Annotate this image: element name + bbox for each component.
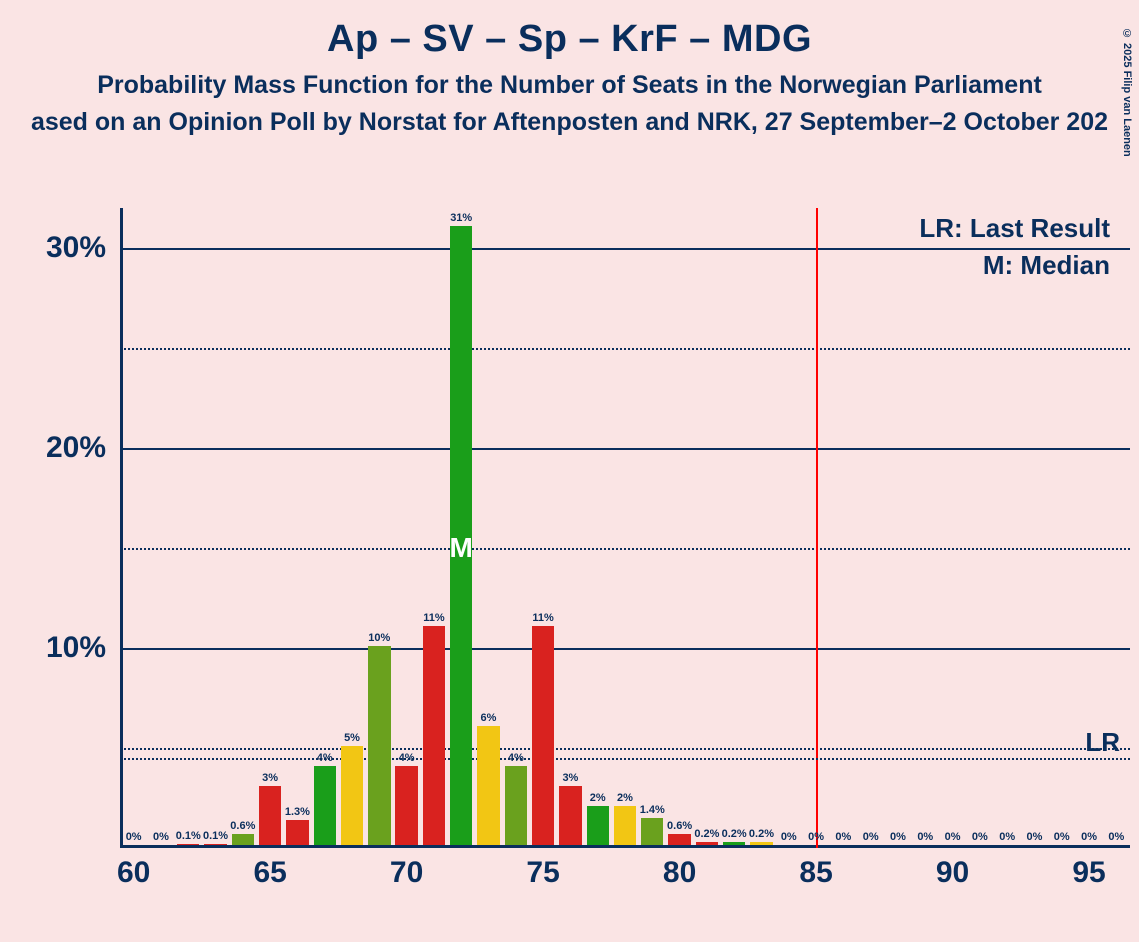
gridline-major — [120, 248, 1130, 250]
bar-label: 0% — [781, 831, 797, 843]
bar-label: 31% — [450, 212, 472, 224]
chart-subtitle-1: Probability Mass Function for the Number… — [0, 71, 1139, 100]
bar: 3% — [259, 786, 281, 845]
x-axis — [120, 845, 1130, 848]
bar-label: 4% — [508, 752, 524, 764]
y-tick-label: 10% — [46, 631, 106, 665]
y-tick-label: 20% — [46, 431, 106, 465]
last-result-side-label: LR — [1085, 727, 1120, 758]
bar-label: 0% — [126, 831, 142, 843]
x-tick-label: 65 — [253, 856, 286, 890]
gridline-minor — [120, 348, 1130, 350]
median-marker: M — [450, 532, 473, 564]
x-tick-label: 85 — [799, 856, 832, 890]
bar: 0.6% — [668, 834, 690, 845]
bar: 0.2% — [723, 842, 745, 845]
pmf-chart: LR: Last Result M: Median 10%20%30%60657… — [120, 208, 1130, 848]
bar: 4% — [395, 766, 417, 845]
bar-label: 0.2% — [749, 828, 774, 840]
bar-label: 1.3% — [285, 806, 310, 818]
bar-label: 0% — [1108, 831, 1124, 843]
bar: 0.2% — [750, 842, 772, 845]
bar-label: 0% — [972, 831, 988, 843]
bar: 0.2% — [696, 842, 718, 845]
bar: 1.4% — [641, 818, 663, 845]
x-tick-label: 60 — [117, 856, 150, 890]
bar-label: 3% — [562, 772, 578, 784]
bar-label: 6% — [481, 712, 497, 724]
bar-label: 0.6% — [667, 820, 692, 832]
bar: 0.1% — [177, 844, 199, 845]
bar-label: 0.2% — [694, 828, 719, 840]
x-tick-label: 80 — [663, 856, 696, 890]
bar: 2% — [614, 806, 636, 845]
bar: 4% — [314, 766, 336, 845]
x-tick-label: 70 — [390, 856, 423, 890]
x-tick-label: 90 — [936, 856, 969, 890]
chart-subtitle-2: ased on an Opinion Poll by Norstat for A… — [0, 108, 1139, 137]
bar-label: 0% — [999, 831, 1015, 843]
bar-label: 0% — [835, 831, 851, 843]
bar-label: 0.2% — [722, 828, 747, 840]
bar: 5% — [341, 746, 363, 845]
bar-label: 0% — [863, 831, 879, 843]
bar-label: 0% — [1027, 831, 1043, 843]
bar-label: 1.4% — [640, 804, 665, 816]
bar-label: 0% — [808, 831, 824, 843]
bar: 10% — [368, 646, 390, 845]
bar: 4% — [505, 766, 527, 845]
bar-label: 10% — [368, 632, 390, 644]
bar-label: 2% — [617, 792, 633, 804]
bar-label: 0% — [1054, 831, 1070, 843]
bar-label: 0% — [153, 831, 169, 843]
bar-label: 0.1% — [203, 830, 228, 842]
bar-label: 0% — [1081, 831, 1097, 843]
y-axis — [120, 208, 123, 848]
x-tick-label: 75 — [526, 856, 559, 890]
bar-label: 0% — [890, 831, 906, 843]
legend-last-result: LR: Last Result — [919, 213, 1110, 244]
bar: 3% — [559, 786, 581, 845]
bar: 11% — [532, 626, 554, 845]
bar-label: 2% — [590, 792, 606, 804]
copyright-text: © 2025 Filip van Laenen — [1121, 28, 1133, 157]
last-result-line — [816, 208, 818, 848]
gridline-minor — [120, 748, 1130, 750]
bar: 6% — [477, 726, 499, 845]
bar-label: 11% — [532, 612, 553, 624]
y-tick-label: 30% — [46, 231, 106, 265]
gridline-major — [120, 648, 1130, 650]
bar-label: 4% — [317, 752, 333, 764]
bar-label: 0% — [917, 831, 933, 843]
bar: 0.6% — [232, 834, 254, 845]
chart-title: Ap – SV – Sp – KrF – MDG — [0, 18, 1139, 61]
bar: 11% — [423, 626, 445, 845]
bar-label: 0% — [945, 831, 961, 843]
bar-label: 11% — [423, 612, 444, 624]
gridline-major — [120, 448, 1130, 450]
bar: 1.3% — [286, 820, 308, 845]
bar: 2% — [587, 806, 609, 845]
bar-label: 4% — [399, 752, 415, 764]
bar-label: 5% — [344, 732, 360, 744]
x-tick-label: 95 — [1072, 856, 1105, 890]
bar-label: 0.6% — [230, 820, 255, 832]
bar-label: 3% — [262, 772, 278, 784]
legend-median: M: Median — [983, 250, 1110, 281]
bar-label: 0.1% — [176, 830, 201, 842]
bar: 0.1% — [204, 844, 226, 845]
gridline-minor — [120, 548, 1130, 550]
last-result-hline — [120, 758, 1130, 760]
